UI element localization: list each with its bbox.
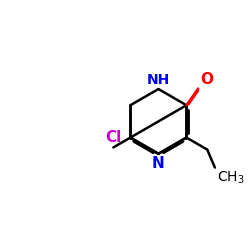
Text: O: O xyxy=(200,72,213,87)
Text: CH$_3$: CH$_3$ xyxy=(217,170,244,186)
Text: Cl: Cl xyxy=(105,130,122,145)
Text: NH: NH xyxy=(146,73,170,87)
Text: N: N xyxy=(152,156,165,171)
